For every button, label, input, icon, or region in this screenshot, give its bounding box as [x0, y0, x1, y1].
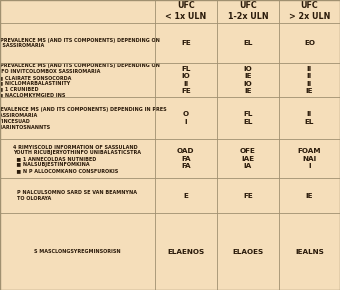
Text: FOAM
NAI
I: FOAM NAI I	[298, 148, 321, 169]
Text: ELAOES: ELAOES	[232, 249, 264, 255]
Text: FL
EL: FL EL	[243, 111, 253, 125]
Text: EL: EL	[243, 40, 253, 46]
Text: ELAENOS: ELAENOS	[167, 249, 204, 255]
Text: UFC
< 1x ULN: UFC < 1x ULN	[165, 1, 206, 21]
Text: II
II
II
IE: II II II IE	[306, 66, 313, 95]
Text: S MASCLONGSYREGMINSORISN: S MASCLONGSYREGMINSORISN	[34, 249, 121, 254]
Text: FE: FE	[243, 193, 253, 199]
Text: 2 PREVALENCE MS (AND ITS COMPONENTS) DEPENDING IN PRES
IK SASSIROMARIA
  ■ VINCE: 2 PREVALENCE MS (AND ITS COMPONENTS) DEP…	[0, 107, 167, 129]
Text: II
EL: II EL	[305, 111, 314, 125]
Text: O
I: O I	[183, 111, 189, 125]
Text: UFC
> 2x ULN: UFC > 2x ULN	[289, 1, 330, 21]
Text: E: E	[183, 193, 188, 199]
Text: OFE
IAE
IA: OFE IAE IA	[240, 148, 256, 169]
Text: IEALNS: IEALNS	[295, 249, 324, 255]
Text: 2 PREVALENCE MS (AND ITS COMPONENTS) DEPENDING ON
IK SASSIROMARIA: 2 PREVALENCE MS (AND ITS COMPONENTS) DEP…	[0, 37, 160, 48]
Text: IE: IE	[306, 193, 313, 199]
Text: P NALCULSOMNO SARD SE VAN BEAMNYNA
TO OLORAYA: P NALCULSOMNO SARD SE VAN BEAMNYNA TO OL…	[17, 190, 137, 201]
Text: FE: FE	[181, 40, 191, 46]
Text: 2 PREVALENCE MS (AND ITS COMPONENTS) DEPENDING ON
INFO INVITCOLOMBOX SASSIROMARI: 2 PREVALENCE MS (AND ITS COMPONENTS) DEP…	[0, 63, 160, 97]
Text: IO
IE
IO
IE: IO IE IO IE	[243, 66, 252, 95]
Text: FL
IO
II
FE: FL IO II FE	[181, 66, 191, 95]
Text: 4 RIMYISCOLD INFORMATION OF SASSULAND
YOUTH RICUBJERYOTHINFO UNIBALASTICSTRA
  ■: 4 RIMYISCOLD INFORMATION OF SASSULAND YO…	[13, 145, 141, 173]
Text: OAD
FA
FA: OAD FA FA	[177, 148, 194, 169]
Text: UFC
1-2x ULN: UFC 1-2x ULN	[227, 1, 268, 21]
Text: EO: EO	[304, 40, 315, 46]
